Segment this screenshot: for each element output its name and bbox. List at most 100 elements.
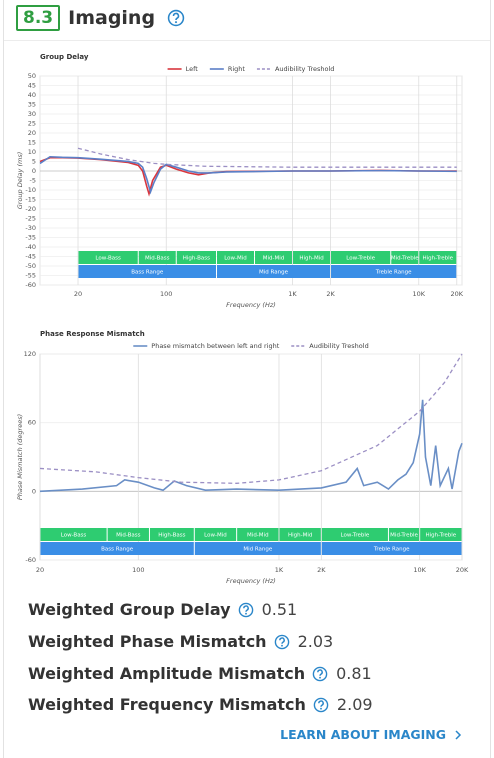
y-tick-label: -5 xyxy=(30,177,36,185)
band-label: High-Mid xyxy=(288,532,312,538)
y-axis-label: Phase Mismatch (degrees) xyxy=(16,414,24,500)
x-axis-label: Frequency (Hz) xyxy=(226,301,276,309)
x-axis-label: Frequency (Hz) xyxy=(226,577,276,585)
help-glyph xyxy=(238,602,253,617)
y-tick-label: -10 xyxy=(25,186,36,194)
band-label: Low-Treble xyxy=(340,532,369,538)
metric-label: Weighted Amplitude Mismatch xyxy=(28,664,306,683)
help-glyph xyxy=(167,9,185,27)
y-tick-label: 30 xyxy=(28,110,36,118)
x-tick-label: 20 xyxy=(74,290,82,298)
help-icon[interactable] xyxy=(274,634,290,650)
y-tick-label: -20 xyxy=(25,205,36,213)
x-tick-label: 1K xyxy=(288,290,297,298)
card xyxy=(3,0,491,758)
y-tick-label: 40 xyxy=(28,91,36,99)
frequency-band xyxy=(176,251,216,264)
legend-label: Audibility Treshold xyxy=(309,342,368,350)
metric: Weighted Amplitude Mismatch 0.81 xyxy=(28,664,372,683)
band-label: Mid-Bass xyxy=(116,532,141,538)
y-tick-label: 15 xyxy=(28,139,36,147)
y-tick-label: -50 xyxy=(25,262,36,270)
frequency-band xyxy=(255,251,293,264)
help-icon[interactable] xyxy=(238,602,254,618)
legend-label: Phase mismatch between left and right xyxy=(151,342,279,350)
legend-label: Left xyxy=(186,65,199,73)
y-tick-label: 45 xyxy=(28,82,36,90)
y-tick-label: 20 xyxy=(28,129,36,137)
frequency-band xyxy=(40,528,107,541)
frequency-band xyxy=(331,265,457,278)
frequency-band xyxy=(279,528,321,541)
band-label: Low-Treble xyxy=(346,255,375,261)
section-header: 8.3 Imaging xyxy=(16,5,185,31)
y-tick-label: -25 xyxy=(25,215,36,223)
band-label: Mid-Mid xyxy=(263,255,285,261)
frequency-band xyxy=(194,542,321,555)
band-label: Low-Bass xyxy=(61,532,87,538)
link-text[interactable]: LEARN ABOUT IMAGING xyxy=(280,727,446,742)
x-tick-label: 100 xyxy=(132,566,144,574)
frequency-band xyxy=(216,251,255,264)
y-tick-label: 0 xyxy=(32,167,36,175)
series-line xyxy=(39,399,463,493)
section-title: Imaging xyxy=(68,7,156,29)
x-tick-label: 20K xyxy=(451,290,464,298)
x-tick-label: 10K xyxy=(412,290,425,298)
series-line xyxy=(39,155,457,195)
y-tick-label: -40 xyxy=(25,243,36,251)
help-glyph xyxy=(312,666,328,681)
metric-value: 2.09 xyxy=(336,695,373,714)
frequency-band xyxy=(293,251,331,264)
band-label: High-Treble xyxy=(426,532,457,538)
band-label: High-Treble xyxy=(422,255,453,261)
x-tick-label: 1K xyxy=(275,566,284,574)
x-tick-label: 20 xyxy=(36,566,44,574)
y-tick-label: -45 xyxy=(25,253,36,261)
y-tick-label: -60 xyxy=(25,281,36,289)
band-label: Low-Bass xyxy=(95,255,121,261)
help-glyph xyxy=(313,697,329,712)
metric-value: 2.03 xyxy=(297,632,334,651)
legend-label: Right xyxy=(228,65,246,73)
metric-value: 0.81 xyxy=(336,664,372,683)
frequency-band xyxy=(78,265,216,278)
frequency-band xyxy=(107,528,149,541)
x-tick-label: 20K xyxy=(456,566,469,574)
frequency-band xyxy=(216,265,331,278)
metric-label: Weighted Frequency Mismatch xyxy=(28,695,306,714)
band-label: High-Bass xyxy=(183,255,210,261)
charts: Group Delay50454035302520151050-5-10-15-… xyxy=(16,53,469,585)
y-tick-label: 50 xyxy=(28,72,36,80)
chart-title: Group Delay xyxy=(40,53,89,61)
series-line xyxy=(39,353,463,484)
y-tick-label: -55 xyxy=(25,272,36,280)
legend: Phase mismatch between left and right Aud… xyxy=(133,342,369,350)
band-label: Mid-Treble xyxy=(390,532,418,538)
metric: Weighted Phase Mismatch 2.03 xyxy=(28,632,333,651)
frequency-band xyxy=(419,251,457,264)
y-tick-label: 5 xyxy=(32,158,36,166)
metric: Weighted Group Delay 0.51 xyxy=(28,600,297,619)
band-label: High-Mid xyxy=(299,255,323,261)
help-icon[interactable] xyxy=(313,697,329,713)
y-tick-label: -15 xyxy=(25,196,36,204)
band-label: Low-Mid xyxy=(204,532,227,538)
frequency-band xyxy=(40,542,194,555)
y-tick-label: -60 xyxy=(25,556,36,564)
band-label: Bass Range xyxy=(101,546,134,552)
band-label: Mid Range xyxy=(243,546,273,552)
frequency-band xyxy=(321,542,462,555)
band-label: Mid-Bass xyxy=(145,255,170,261)
y-tick-label: 25 xyxy=(28,120,36,128)
help-icon[interactable] xyxy=(312,666,328,682)
metric-value: 0.51 xyxy=(261,600,298,619)
learn-more-link[interactable]: LEARN ABOUT IMAGING xyxy=(280,727,464,742)
y-tick-label: 35 xyxy=(28,101,36,109)
help-glyph xyxy=(274,634,289,649)
y-tick-label: 0 xyxy=(32,487,36,495)
chart-title: Phase Response Mismatch xyxy=(40,330,145,338)
frequency-band xyxy=(237,528,279,541)
help-icon[interactable] xyxy=(167,9,185,27)
frequency-band xyxy=(321,528,388,541)
